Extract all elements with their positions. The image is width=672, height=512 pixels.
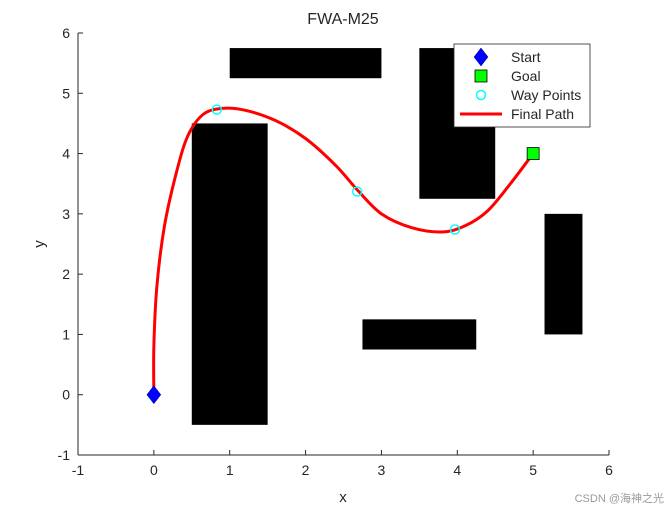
final-path-line xyxy=(152,106,535,397)
legend: Start Goal Way Points Final Path xyxy=(453,43,591,128)
way-points-marker xyxy=(449,224,461,235)
x-tick-label: 2 xyxy=(302,462,310,478)
x-tick-label: 4 xyxy=(453,462,461,478)
axes: -1 0 1 2 3 4 5 6 -1 0 1 2 3 4 5 6 xyxy=(58,25,614,478)
markers-layer xyxy=(146,104,540,405)
y-tick-label: -1 xyxy=(58,447,71,463)
obstacle-3 xyxy=(191,123,268,425)
y-tick-label: 1 xyxy=(62,326,70,342)
x-tick-label: 5 xyxy=(529,462,537,478)
obstacle-4 xyxy=(544,213,583,335)
chart-title: FWA-M25 xyxy=(307,11,379,28)
legend-entry-label: Start xyxy=(511,49,541,65)
legend-start-swatch xyxy=(473,47,489,67)
y-tick-label: 5 xyxy=(62,85,70,101)
way-points-marker xyxy=(351,186,363,197)
x-axis-label: x xyxy=(339,489,347,506)
x-tick-label: -1 xyxy=(72,462,85,478)
legend-entry-label: Goal xyxy=(511,68,541,84)
goal-marker xyxy=(526,147,540,160)
watermark: CSDN @海神之光 xyxy=(575,491,664,505)
obstacle-5 xyxy=(362,319,477,350)
y-tick-label: 0 xyxy=(62,387,70,403)
legend-goal-swatch xyxy=(474,69,488,83)
y-axis-label: y xyxy=(31,240,48,248)
x-tick-label: 6 xyxy=(605,462,613,478)
x-tick-label: 0 xyxy=(150,462,158,478)
y-tick-label: 2 xyxy=(62,266,70,282)
x-tick-label: 3 xyxy=(378,462,386,478)
start-marker xyxy=(146,385,162,405)
y-tick-label: 6 xyxy=(62,25,70,41)
legend-entry-label: Way Points xyxy=(511,87,581,103)
path-layer xyxy=(152,106,535,397)
obstacle-1 xyxy=(229,48,382,79)
legend-way-points-swatch xyxy=(475,89,487,101)
legend-entry-label: Final Path xyxy=(511,106,574,122)
way-points-marker xyxy=(211,104,223,115)
y-tick-label: 4 xyxy=(62,146,70,162)
x-tick-label: 1 xyxy=(226,462,234,478)
y-tick-label: 3 xyxy=(62,206,70,222)
